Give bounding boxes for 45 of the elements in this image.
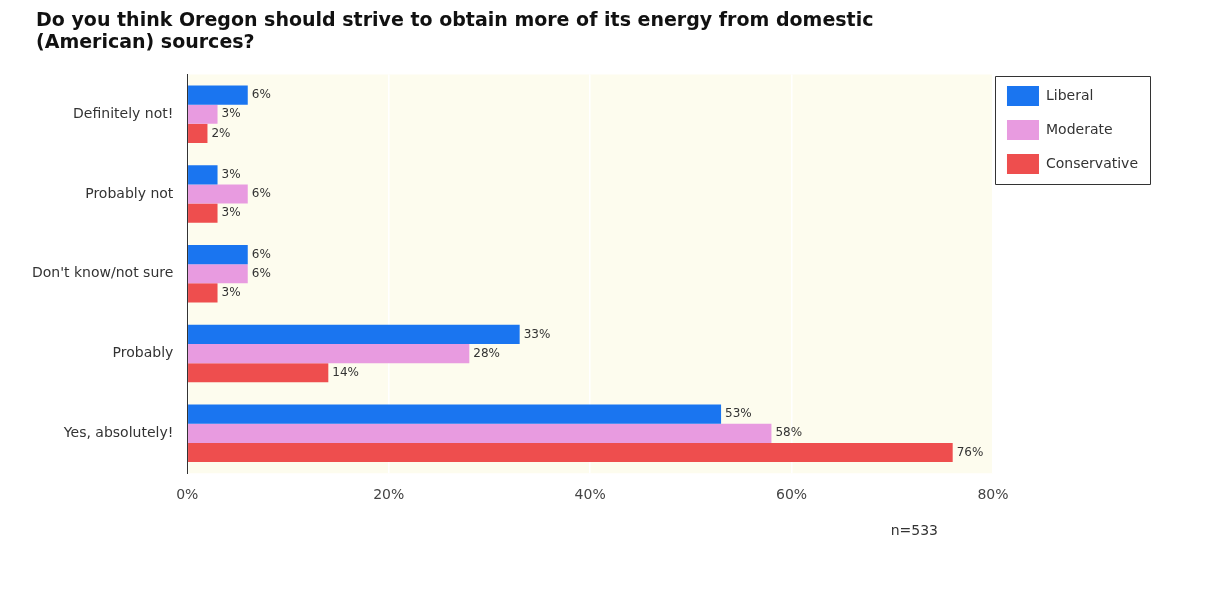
data-label: 3% [221,205,241,220]
data-label: 6% [251,265,271,280]
data-label: 53% [725,406,752,421]
x-tick-label: 40% [574,486,606,503]
bar [188,203,218,223]
data-label: 6% [251,186,271,201]
data-label: 3% [221,285,241,300]
y-tick-label: Don't know/not sure [32,264,174,281]
bar [188,85,248,105]
bar [188,184,248,204]
text: n=533 [890,522,938,538]
data-label: 3% [221,106,241,121]
bar [188,283,218,303]
data-label: 76% [956,444,984,459]
data-label: 28% [473,345,500,360]
x-tick-label: 80% [977,486,1009,503]
data-label: 6% [251,246,271,261]
bar [188,423,772,443]
bar [188,442,953,463]
data-label: 2% [211,125,231,140]
bar [188,123,208,143]
y-tick-label: Probably not [85,184,174,201]
legend-label: Liberal [1045,86,1094,103]
chart-title: Do you think Oregon should strive to obtain more of its energy from domestic (American) sources? [36,8,875,52]
data-label: 14% [332,364,359,379]
bar [188,245,248,265]
x-tick-label: 0% [176,486,199,503]
data-label: 33% [523,326,551,341]
data-label: 58% [775,425,803,440]
bar [188,404,722,424]
y-tick-label: Probably [112,344,174,361]
bar [188,104,218,124]
data-label: 6% [251,87,271,102]
y-tick-label: Definitely not! [73,104,174,121]
x-tick-label: 60% [776,486,808,503]
legend-label: Conservative [1045,154,1139,171]
bar [188,324,520,344]
bar [188,165,218,185]
x-tick-label: 20% [373,486,405,503]
y-tick-label: Yes, absolutely! [62,423,174,440]
bar [188,343,470,364]
legend-label: Moderate [1045,120,1113,137]
bar [188,264,248,284]
bar [188,363,329,383]
data-label: 3% [221,167,241,182]
